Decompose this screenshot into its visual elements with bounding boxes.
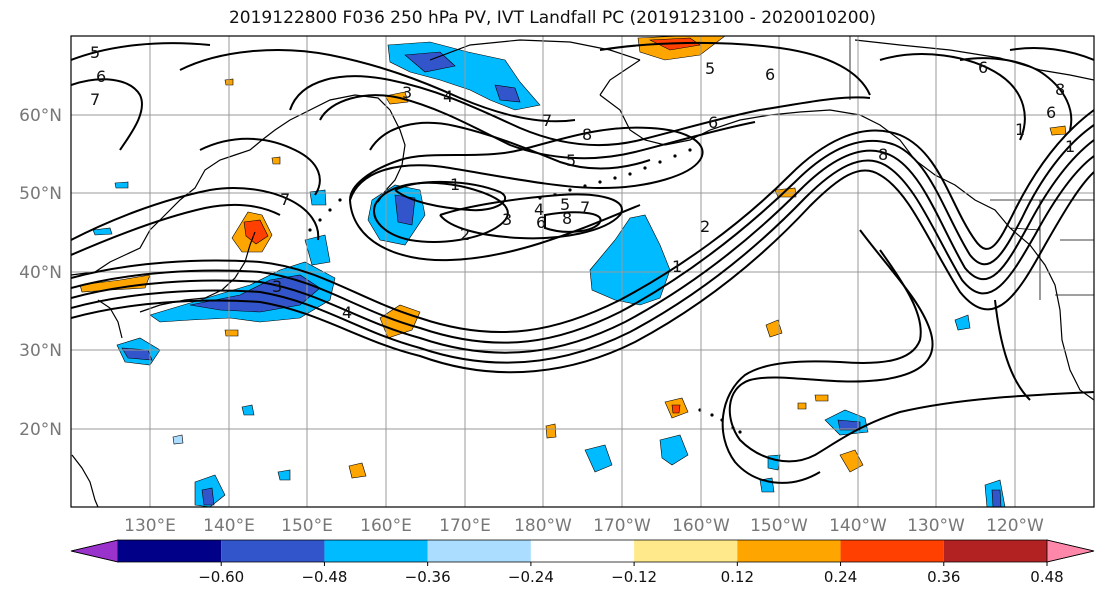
pv-contours [71, 41, 1094, 484]
contour-label: 3 [502, 210, 512, 229]
contour-label: 4 [443, 87, 453, 106]
contour-label: 4 [534, 200, 544, 219]
colorbar-segment [737, 540, 841, 562]
contour-label: 5 [560, 195, 570, 214]
colorbar-ticks: −0.60 −0.48 −0.36 −0.24 −0.12 0.12 0.24 0.36 0.4… [198, 562, 1064, 586]
contour-label: 6 [1046, 103, 1056, 122]
contour-label: 6 [96, 67, 106, 86]
lon-label: 120°W [986, 516, 1044, 536]
coast-alaska-west [599, 94, 1094, 401]
lon-label: 150°W [750, 516, 808, 536]
contour-label: 7 [280, 190, 290, 209]
contour-label: 8 [878, 145, 888, 164]
contour-label: 7 [542, 111, 552, 130]
colorbar-extend-max [1046, 539, 1095, 563]
contour-label: 6 [765, 65, 775, 84]
contour-label: 6 [536, 213, 546, 232]
contour-label: 8 [1055, 80, 1065, 99]
colorbar [70, 539, 1095, 563]
colorbar-extend-min [70, 539, 119, 563]
coast-korea [97, 299, 123, 339]
contour-label: 1 [672, 257, 682, 276]
lat-label: 30°N [19, 341, 62, 361]
aleutian-islands [308, 148, 742, 434]
contour-label: 1 [1015, 120, 1025, 139]
contour-label: 7 [90, 90, 100, 109]
lat-label: 50°N [19, 184, 62, 204]
contour-label: 8 [582, 125, 592, 144]
lon-label: 170°E [439, 516, 491, 536]
lon-label: 160°W [672, 516, 730, 536]
map-title: 2019122800 F036 250 hPa PV, IVT Landfall… [228, 8, 876, 28]
contour-label: 6 [978, 58, 988, 77]
coast-okhotsk [299, 94, 391, 116]
contour-label: 7 [580, 198, 590, 217]
lat-label: 40°N [19, 263, 62, 283]
lat-label: 60°N [19, 106, 62, 126]
colorbar-segment [118, 540, 222, 562]
lat-label: 20°N [19, 420, 62, 440]
contour-label: 4 [342, 303, 352, 322]
contour-label: 5 [705, 59, 715, 78]
lon-label: 160°E [360, 516, 412, 536]
coastlines [71, 39, 1094, 507]
contour-label: 5 [566, 151, 576, 170]
contour-labels: 5 6 7 3 4 5 6 6 8 7 8 6 5 1 2 3 4 5 6 7 … [90, 43, 1075, 322]
gridlines [71, 36, 1094, 507]
contour-label: 6 [708, 113, 718, 132]
colorbar-tick-label: −0.24 [508, 568, 554, 586]
contour-label: 5 [90, 43, 100, 62]
colorbar-segment [324, 540, 428, 562]
lon-label: 150°E [281, 516, 333, 536]
latitude-labels: 60°N 50°N 40°N 30°N 20°N [19, 106, 62, 440]
coast-philippines [71, 454, 99, 507]
colorbar-segment [943, 540, 1047, 562]
colorbar-tick-label: 0.12 [721, 568, 754, 586]
contour-label: 3 [402, 83, 412, 102]
colorbar-segment [840, 540, 944, 562]
lon-label: 130°W [907, 516, 965, 536]
contour-label: 3 [272, 277, 282, 296]
lon-label: 170°W [593, 516, 651, 536]
lon-label: 140°E [203, 516, 255, 536]
colorbar-outline [70, 539, 1095, 563]
plot-frame [70, 35, 1095, 508]
contour-label: 1 [1065, 137, 1075, 156]
coast-east-asia [71, 114, 301, 276]
colorbar-tick-label: −0.36 [405, 568, 451, 586]
coast-bering [599, 59, 641, 96]
colorbar-tick-label: 0.24 [824, 568, 857, 586]
coast-siberia-ne [429, 39, 641, 61]
colorbar-tick-label: −0.60 [198, 568, 244, 586]
longitude-labels: 130°E 140°E 150°E 160°E 170°E 180°W 170°… [124, 516, 1044, 536]
colorbar-segment [221, 540, 325, 562]
colorbar-segment [427, 540, 531, 562]
contour-label: 2 [460, 225, 470, 244]
colorbar-tick-label: 0.48 [1030, 568, 1063, 586]
lon-label: 180°W [514, 516, 572, 536]
colorbar-segment [530, 540, 635, 562]
colorbar-tick-label: 0.36 [927, 568, 960, 586]
lon-label: 140°W [829, 516, 887, 536]
contour-label: 8 [562, 209, 572, 228]
contour-label: 2 [700, 217, 710, 236]
colorbar-segment [634, 540, 738, 562]
lon-label: 130°E [124, 516, 176, 536]
contour-label: 1 [450, 175, 460, 194]
colorbar-tick-label: −0.12 [611, 568, 657, 586]
coast-canada-north [854, 39, 1094, 81]
colorbar-tick-label: −0.48 [301, 568, 347, 586]
